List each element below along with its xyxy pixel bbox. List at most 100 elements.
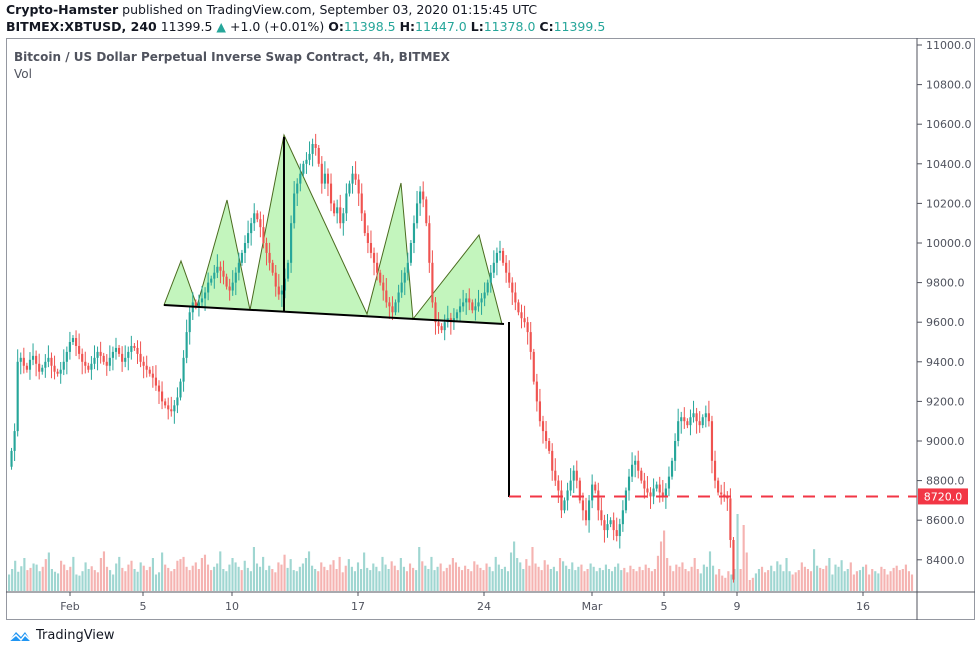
volume-bar	[118, 556, 121, 591]
volume-bar	[304, 558, 308, 591]
volume-bar	[736, 514, 739, 591]
volume-bar	[806, 569, 810, 591]
candle-body	[333, 203, 336, 214]
candle-body	[93, 357, 96, 364]
volume-bar	[197, 569, 200, 591]
candle-body	[339, 207, 342, 224]
candle-body	[256, 213, 259, 220]
x-tick-label: 5	[140, 600, 147, 613]
volume-bar	[730, 574, 733, 591]
candle-body	[492, 262, 495, 273]
volume-bar	[243, 560, 246, 591]
volume-bar	[326, 570, 329, 591]
candle-body	[462, 302, 465, 307]
price-change: +1.0 (+0.01%)	[230, 19, 325, 34]
volume-bar	[115, 563, 118, 591]
candle-body	[575, 470, 578, 481]
candle-body	[265, 243, 268, 253]
volume-bar	[834, 564, 837, 591]
candle-body	[317, 147, 320, 164]
volume-bar	[173, 569, 176, 591]
volume-bar	[457, 566, 461, 591]
volume-bar	[347, 559, 350, 591]
candle-body	[102, 355, 105, 362]
volume-bar	[366, 567, 369, 591]
candle-body	[351, 173, 354, 184]
volume-bar	[528, 565, 531, 591]
candle-body	[111, 351, 114, 358]
candle-body	[44, 361, 47, 368]
candle-body	[637, 460, 640, 471]
candle-body	[87, 365, 90, 370]
candle-body	[535, 381, 538, 402]
candle-body	[219, 266, 222, 271]
volume-bar	[565, 565, 568, 591]
volume-bar	[390, 561, 393, 591]
low-value: 11378.0	[483, 19, 536, 34]
volume-bar	[90, 566, 93, 591]
volume-bar	[751, 577, 754, 591]
candle-body	[348, 183, 351, 194]
candle-body	[74, 338, 78, 346]
author-name[interactable]: Crypto-Hamster	[6, 2, 119, 17]
volume-bar	[277, 562, 280, 591]
volume-bar	[745, 552, 748, 591]
volume-bar	[412, 567, 415, 591]
volume-bar	[724, 577, 727, 591]
volume-bar	[607, 569, 611, 591]
candle-body	[683, 417, 686, 422]
volume-bar	[96, 572, 99, 591]
candle-body	[440, 326, 443, 331]
head-and-shoulders-pattern[interactable]	[163, 133, 503, 325]
volume-bar	[623, 567, 626, 591]
volume-bar	[60, 560, 63, 591]
volume-bar	[323, 566, 326, 591]
candle-body	[320, 163, 323, 184]
volume-bar	[620, 570, 623, 591]
volume-bar	[188, 570, 191, 591]
candle-body	[213, 272, 216, 279]
volume-bar	[794, 572, 797, 591]
volume-bar	[828, 558, 831, 591]
volume-bar	[513, 541, 516, 591]
volume-bar	[311, 565, 314, 591]
candle-body	[578, 480, 581, 501]
candle-body	[612, 520, 615, 531]
volume-bar	[788, 571, 791, 591]
candle-body	[710, 421, 714, 461]
volume-bar	[819, 567, 822, 591]
volume-bar	[262, 556, 265, 591]
volume-bar	[494, 556, 497, 591]
candle-body	[591, 484, 594, 501]
volume-bar	[696, 569, 699, 591]
candle-body	[695, 413, 698, 422]
target-price-label: 8720.0	[924, 490, 963, 503]
volume-bar	[246, 567, 249, 591]
volume-bar	[522, 569, 525, 591]
neckline[interactable]	[163, 304, 505, 325]
volume-bar	[889, 571, 892, 591]
volume-bar	[865, 564, 868, 591]
volume-bar	[626, 572, 629, 591]
volume-bar	[353, 571, 357, 591]
candle-body	[652, 488, 655, 497]
candle-body	[268, 252, 271, 263]
candle-body	[554, 470, 557, 481]
volume-bar	[301, 563, 304, 591]
candle-body	[280, 290, 283, 295]
volume-bar	[604, 564, 608, 591]
volume-bar	[53, 571, 57, 591]
candle-body	[354, 173, 357, 180]
candle-body	[385, 290, 388, 303]
volume-bar	[436, 566, 439, 591]
volume-bar	[427, 569, 430, 591]
candle-body	[247, 233, 250, 243]
volume-bar	[552, 566, 555, 591]
volume-bar	[228, 564, 231, 591]
tradingview-brand[interactable]: TradingView	[8, 627, 115, 643]
candle-body	[363, 213, 366, 234]
y-tick-label: 9600.0	[926, 316, 965, 329]
volume-bar	[11, 569, 14, 591]
candle-body	[372, 252, 376, 263]
